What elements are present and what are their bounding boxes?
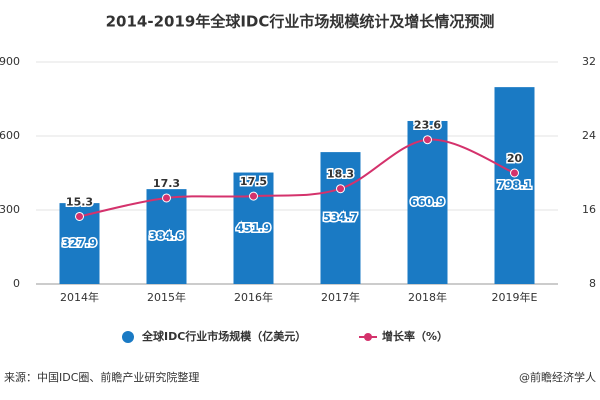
x-tick-label: 2014年 [60,290,99,304]
bar-value-label: 798.1 [497,179,532,192]
chart-title: 2014-2019年全球IDC行业市场规模统计及增长情况预测 [106,13,495,31]
legend-swatch [122,331,134,343]
line-value-label: 20 [507,152,523,165]
line [79,138,515,218]
line-point [75,211,84,221]
line-point [162,193,171,203]
legend-label: 增长率（%） [382,329,448,343]
legend-label: 全球IDC行业市场规模（亿美元） [141,329,306,343]
line-value-label: 17.5 [240,175,267,188]
y2-tick-label: 24 [582,129,596,142]
bar-value-label: 534.7 [323,211,358,224]
source: 来源：中国IDC圈、前瞻产业研究院整理 [4,370,199,384]
line-value-label: 17.3 [153,177,180,190]
bar [320,152,361,284]
y2-tick-label: 8 [589,277,596,290]
bar-value-label: 384.6 [149,230,184,243]
y-tick-label: 600 [0,129,20,142]
y2-tick-label: 32 [582,55,596,68]
line-point [510,168,519,178]
x-tick-label: 2019年E [492,290,538,304]
bar [233,172,274,284]
legend-swatch [364,333,372,341]
line-point [249,191,258,201]
x-tick-label: 2015年 [147,290,186,304]
bar [146,189,187,284]
bar-value-label: 660.9 [410,195,445,208]
line-point [336,184,345,194]
line-value-label: 23.6 [414,119,441,132]
credit: @前瞻经济学人 [519,370,596,384]
x-tick-label: 2016年 [234,290,273,304]
y-tick-label: 900 [0,55,20,68]
bar-value-label: 327.9 [62,237,97,250]
y2-tick-label: 16 [582,203,596,216]
y-tick-label: 300 [0,203,20,216]
y-tick-label: 0 [13,277,20,290]
bar-value-label: 451.9 [236,221,271,234]
bar [494,87,535,284]
line-value-label: 15.3 [66,195,93,208]
x-tick-label: 2017年 [321,290,360,304]
line-point [423,135,432,145]
x-tick-label: 2018年 [408,290,447,304]
line-value-label: 18.3 [327,168,354,181]
bar [407,120,448,284]
